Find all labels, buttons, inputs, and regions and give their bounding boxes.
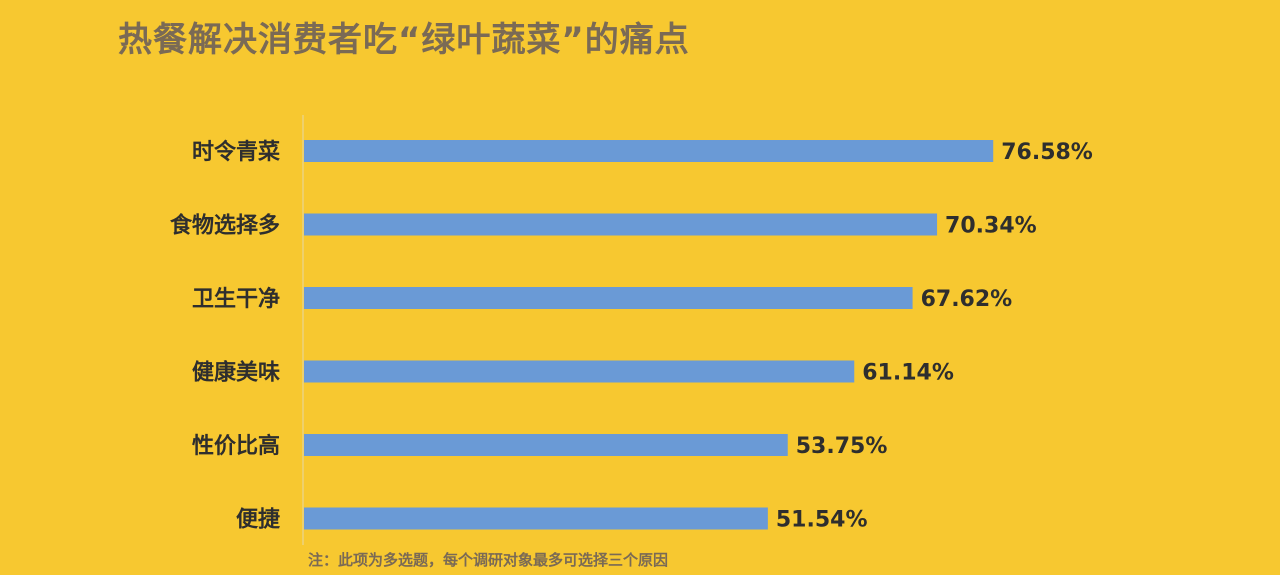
value-label: 61.14% [862, 361, 954, 386]
value-label: 70.34% [945, 214, 1037, 239]
value-label: 51.54% [776, 508, 868, 533]
chart-title: 热餐解决消费者吃“绿叶蔬菜”的痛点 [118, 20, 690, 60]
category-label: 卫生干净 [192, 286, 280, 312]
bar [304, 507, 768, 530]
category-label: 时令青菜 [192, 139, 280, 165]
bar [304, 213, 938, 236]
bar [304, 434, 788, 456]
bar [304, 287, 913, 309]
bar [304, 140, 994, 162]
value-label: 67.62% [921, 287, 1013, 312]
value-label: 53.75% [796, 434, 888, 459]
category-label: 便捷 [236, 508, 281, 533]
value-label: 76.58% [1001, 140, 1093, 165]
category-label: 健康美味 [192, 360, 280, 386]
category-label: 食物选择多 [170, 213, 280, 239]
chart-note: 注：此项为多选题，每个调研对象最多可选择三个原因 [308, 551, 669, 569]
category-label: 性价比高 [192, 433, 280, 459]
bar [304, 360, 855, 383]
